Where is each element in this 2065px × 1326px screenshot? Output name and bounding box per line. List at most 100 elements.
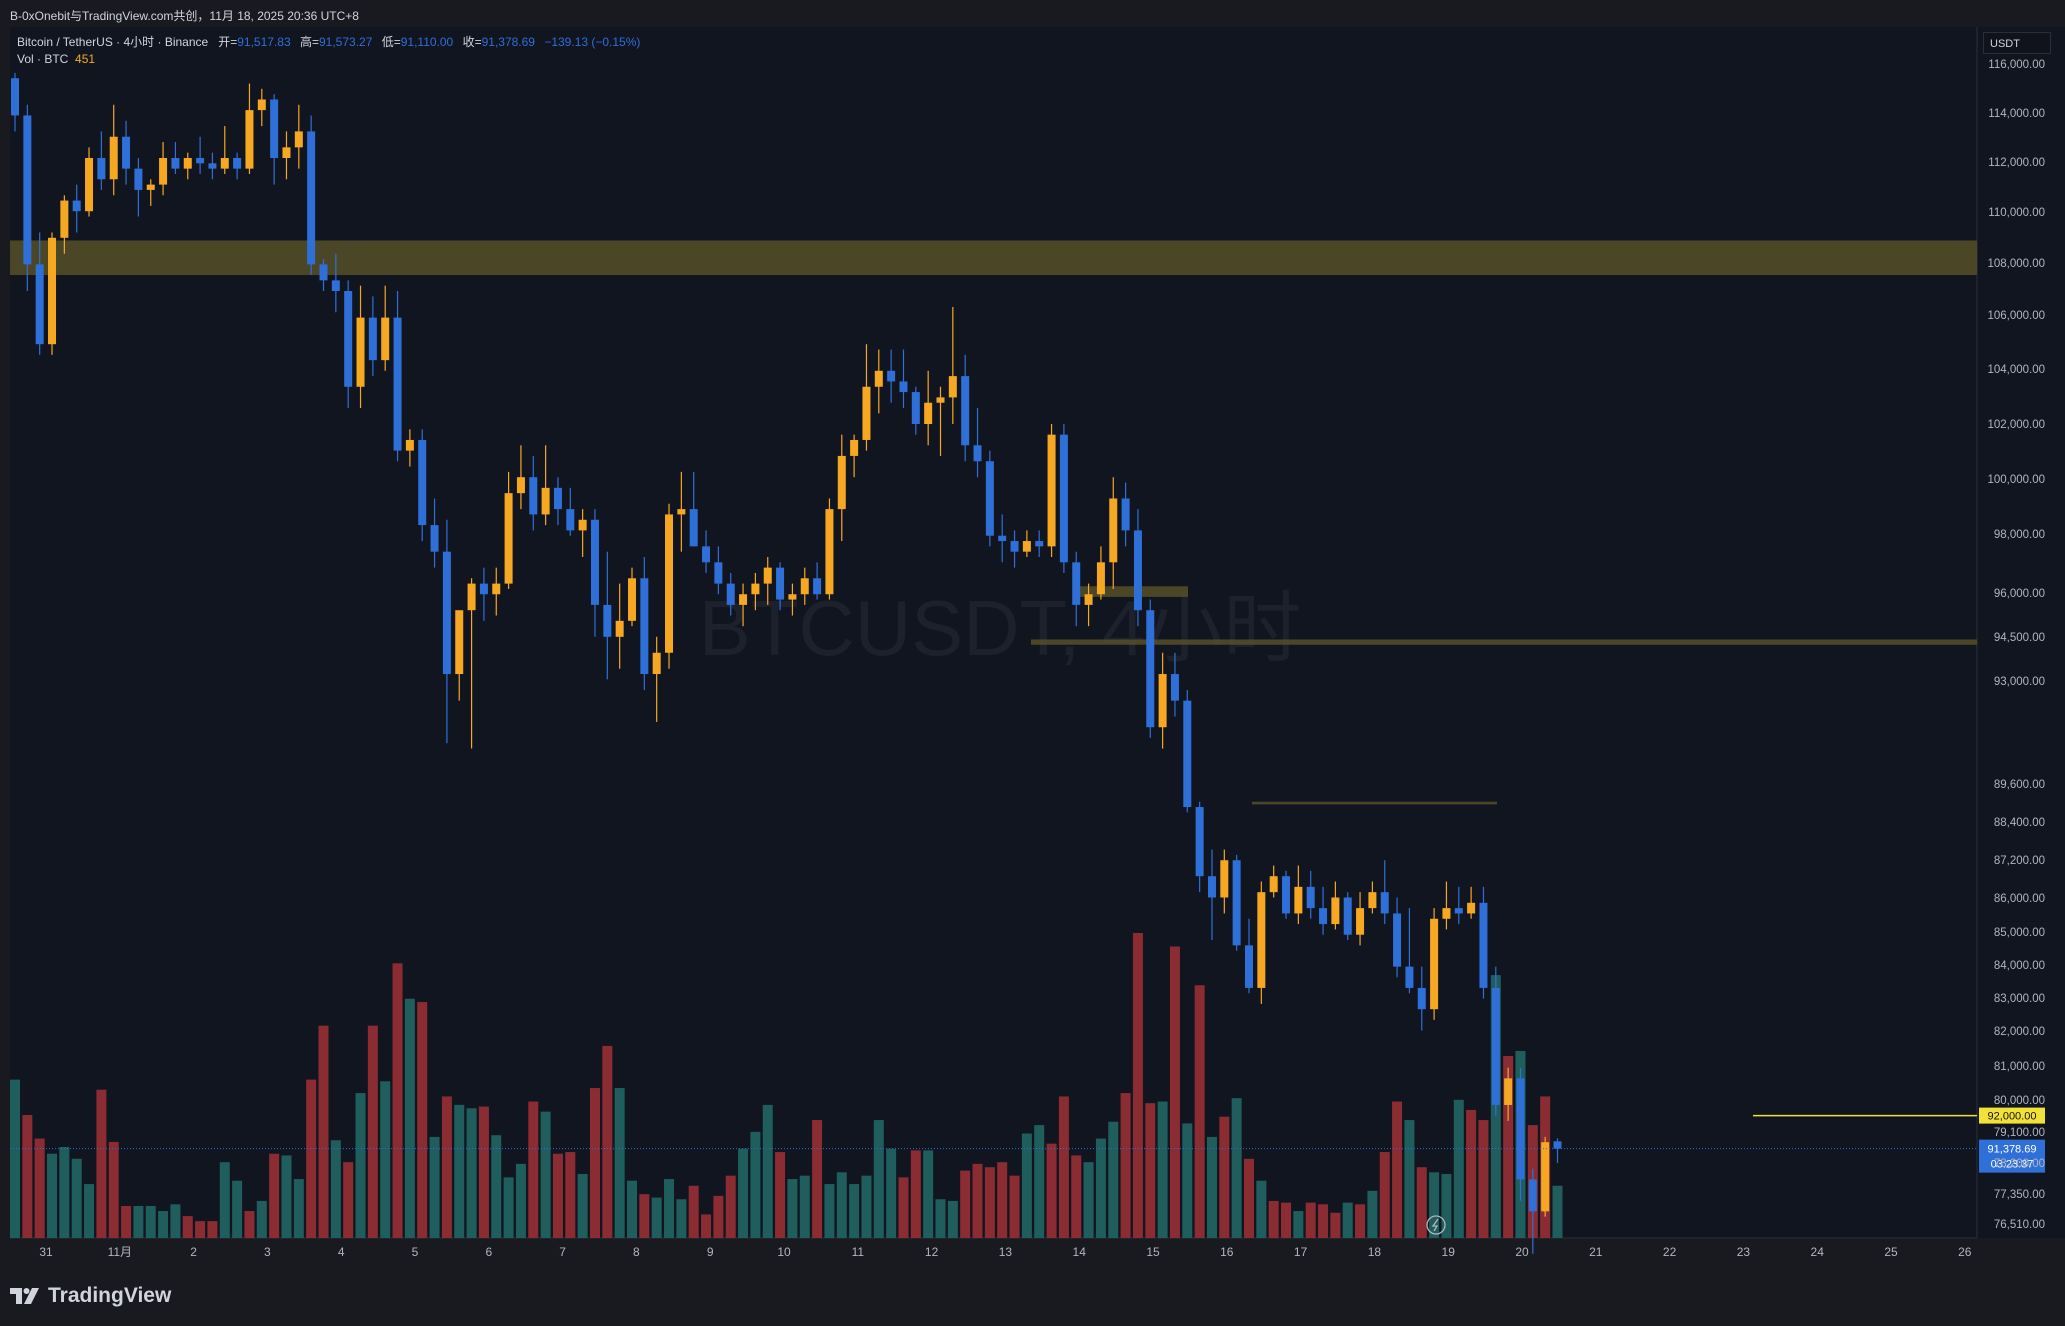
candle[interactable] <box>245 83 254 174</box>
candle[interactable] <box>1491 966 1500 1116</box>
candle[interactable] <box>1195 801 1204 893</box>
candle[interactable] <box>109 104 118 196</box>
candle[interactable] <box>1331 881 1340 930</box>
candle[interactable] <box>1059 424 1068 573</box>
candle[interactable] <box>418 429 427 542</box>
candle[interactable] <box>1528 1168 1537 1254</box>
candle[interactable] <box>1516 1067 1525 1201</box>
candle[interactable] <box>1022 530 1031 557</box>
candles-layer[interactable] <box>11 72 1562 1254</box>
candle[interactable] <box>270 94 279 185</box>
candle[interactable] <box>800 567 809 605</box>
candle[interactable] <box>1084 583 1093 627</box>
candle[interactable] <box>344 280 353 409</box>
candle[interactable] <box>1380 860 1389 925</box>
candle[interactable] <box>837 434 846 542</box>
candle[interactable] <box>1170 652 1179 717</box>
candle[interactable] <box>603 551 612 680</box>
candle[interactable] <box>1220 849 1229 914</box>
candle[interactable] <box>492 567 501 616</box>
candle[interactable] <box>1245 918 1253 994</box>
candle[interactable] <box>60 195 69 254</box>
candle[interactable] <box>1109 477 1118 589</box>
candle[interactable] <box>48 232 57 355</box>
candle[interactable] <box>924 370 933 446</box>
quote-currency-button[interactable]: USDT <box>1983 32 2051 54</box>
candle[interactable] <box>763 557 772 605</box>
candle[interactable] <box>640 557 649 690</box>
candle[interactable] <box>307 115 316 276</box>
candle[interactable] <box>11 72 19 132</box>
candle[interactable] <box>1306 870 1315 919</box>
candle[interactable] <box>825 498 834 600</box>
candle[interactable] <box>652 636 661 722</box>
alert-circle-icon[interactable] <box>1426 1215 1446 1235</box>
candle[interactable] <box>1121 482 1130 547</box>
candle[interactable] <box>1035 530 1044 557</box>
candle[interactable] <box>1553 1138 1562 1163</box>
candle[interactable] <box>1467 886 1476 919</box>
candle[interactable] <box>368 296 377 377</box>
candle[interactable] <box>97 131 106 190</box>
candle[interactable] <box>504 471 513 589</box>
candle[interactable] <box>985 450 994 547</box>
candle[interactable] <box>961 354 970 462</box>
candle[interactable] <box>1207 849 1216 941</box>
candle[interactable] <box>85 147 94 217</box>
candle[interactable] <box>665 503 674 669</box>
candle[interactable] <box>1158 652 1167 749</box>
candle[interactable] <box>1096 546 1105 600</box>
candle[interactable] <box>35 232 44 355</box>
candle[interactable] <box>739 583 748 627</box>
candle[interactable] <box>887 349 896 403</box>
candle[interactable] <box>1343 892 1352 941</box>
candle[interactable] <box>911 386 920 435</box>
candle[interactable] <box>516 445 525 510</box>
candle[interactable] <box>751 572 760 611</box>
candle[interactable] <box>405 429 414 467</box>
candle[interactable] <box>973 408 982 478</box>
candle[interactable] <box>183 152 192 180</box>
candle[interactable] <box>702 530 711 573</box>
candle[interactable] <box>813 562 822 600</box>
candle[interactable] <box>171 142 180 174</box>
candle[interactable] <box>1269 865 1278 898</box>
candle[interactable] <box>442 519 451 744</box>
candle[interactable] <box>1232 854 1241 951</box>
candle[interactable] <box>455 610 464 701</box>
price-chart[interactable]: BTCUSDT, 4小时 92,000.0088,000.0091,378.69… <box>0 0 2065 1266</box>
candle[interactable] <box>1417 966 1426 1031</box>
candle[interactable] <box>850 434 859 478</box>
candle[interactable] <box>874 349 883 414</box>
candle[interactable] <box>1282 870 1291 919</box>
price-axis[interactable]: 116,000.00 114,000.00 112,000.00 110,000.00… <box>1987 59 2045 1231</box>
candle[interactable] <box>467 578 476 749</box>
candle[interactable] <box>331 253 340 313</box>
candle[interactable] <box>1454 886 1463 925</box>
candle[interactable] <box>146 179 155 206</box>
candle[interactable] <box>689 471 698 547</box>
candle[interactable] <box>1133 509 1142 627</box>
candle[interactable] <box>726 572 735 616</box>
candle[interactable] <box>1146 599 1155 738</box>
candle[interactable] <box>899 349 908 409</box>
candle[interactable] <box>282 131 291 180</box>
time-axis[interactable]: 31 11月 2 3 4 5 6 7 8 9 10 11 12 13 14 15 16 17 18 19 20 21 22 2… <box>39 1245 1971 1259</box>
candle[interactable] <box>430 498 439 568</box>
candle[interactable] <box>393 291 402 462</box>
candle[interactable] <box>319 259 328 291</box>
candle[interactable] <box>1183 690 1192 813</box>
candle[interactable] <box>233 152 242 180</box>
candle[interactable] <box>72 184 81 233</box>
candle[interactable] <box>948 306 957 424</box>
candle[interactable] <box>257 88 266 127</box>
candle[interactable] <box>220 126 229 174</box>
candle[interactable] <box>1442 881 1451 930</box>
candle[interactable] <box>1368 881 1377 914</box>
candle[interactable] <box>714 546 723 595</box>
candle[interactable] <box>1294 865 1303 925</box>
candle[interactable] <box>356 285 365 409</box>
candle[interactable] <box>294 104 303 169</box>
candle[interactable] <box>578 509 587 557</box>
candle[interactable] <box>134 158 143 217</box>
